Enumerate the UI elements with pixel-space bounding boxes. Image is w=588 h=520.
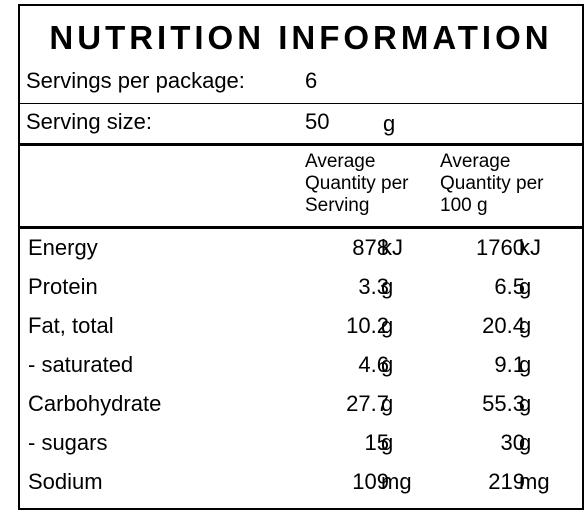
column-header-per-serving: Average Quantity per Serving: [305, 151, 409, 217]
nutrient-row: - saturated 4.6 g 9.1 g: [20, 346, 582, 385]
per-serving-unit: mg: [381, 469, 412, 494]
per-100g-unit: g: [519, 391, 532, 416]
per-100g-value: 219: [488, 469, 525, 494]
header-line: 100 g: [440, 195, 488, 216]
column-header-per-100g: Average Quantity per 100 g: [440, 151, 544, 217]
per-100g-unit: kJ: [519, 235, 541, 260]
nutrition-panel: NUTRITION INFORMATION Servings per packa…: [18, 4, 584, 510]
header-line: Serving: [305, 195, 370, 216]
nutrient-name: Energy: [28, 235, 98, 260]
per-100g-value: 1760: [476, 235, 525, 260]
servings-value: 6: [305, 68, 318, 93]
nutrient-row: Fat, total 10.2 g 20.4 g: [20, 307, 582, 346]
per-serving-value: 4.6: [358, 352, 389, 377]
serving-size-unit: g: [383, 111, 396, 136]
nutrient-name: Fat, total: [28, 313, 114, 338]
nutrient-row: Carbohydrate 27.7 g 55.3 g: [20, 385, 582, 424]
per-serving-value: 27.7: [346, 391, 389, 416]
per-100g-value: 55.3: [482, 391, 525, 416]
nutrient-row: - sugars 15 g 30 g: [20, 424, 582, 463]
serving-size-value: 50: [305, 109, 330, 134]
nutrient-row: Protein 3.3 g 6.5 g: [20, 268, 582, 307]
per-serving-value: 15: [364, 430, 389, 455]
header-line: Average: [305, 151, 376, 172]
panel-title: NUTRITION INFORMATION: [49, 19, 553, 56]
divider: [20, 103, 582, 104]
per-serving-unit: g: [381, 352, 394, 377]
per-100g-unit: mg: [519, 469, 550, 494]
nutrient-name: Sodium: [28, 469, 103, 494]
per-serving-value: 878: [352, 235, 389, 260]
per-serving-unit: g: [381, 274, 394, 299]
per-100g-value: 9.1: [494, 352, 525, 377]
per-100g-value: 30: [500, 430, 525, 455]
per-serving-unit: g: [381, 430, 394, 455]
nutrient-name: - sugars: [28, 430, 108, 455]
nutrient-row: Energy 878 kJ 1760 kJ: [20, 229, 582, 268]
nutrient-row: Sodium 109 mg 219 mg: [20, 463, 582, 502]
header-line: Average: [440, 151, 511, 172]
per-serving-unit: kJ: [381, 235, 403, 260]
per-serving-value: 3.3: [358, 274, 389, 299]
nutrient-name: - saturated: [28, 352, 134, 377]
per-serving-value: 109: [352, 469, 389, 494]
per-100g-unit: g: [519, 352, 532, 377]
per-serving-unit: g: [381, 391, 394, 416]
header-line: Quantity per: [440, 173, 544, 194]
per-100g-value: 6.5: [494, 274, 525, 299]
per-serving-value: 10.2: [346, 313, 389, 338]
per-100g-unit: g: [519, 430, 532, 455]
per-100g-value: 20.4: [482, 313, 525, 338]
per-100g-unit: g: [519, 313, 532, 338]
header-line: Quantity per: [305, 173, 409, 194]
nutrient-name: Protein: [28, 274, 98, 299]
per-serving-unit: g: [381, 313, 394, 338]
per-100g-unit: g: [519, 274, 532, 299]
nutrient-name: Carbohydrate: [28, 391, 162, 416]
servings-label: Servings per package:: [26, 68, 245, 93]
serving-size-label: Serving size:: [26, 109, 152, 134]
divider-thick: [20, 226, 582, 229]
divider-thick: [20, 143, 582, 146]
